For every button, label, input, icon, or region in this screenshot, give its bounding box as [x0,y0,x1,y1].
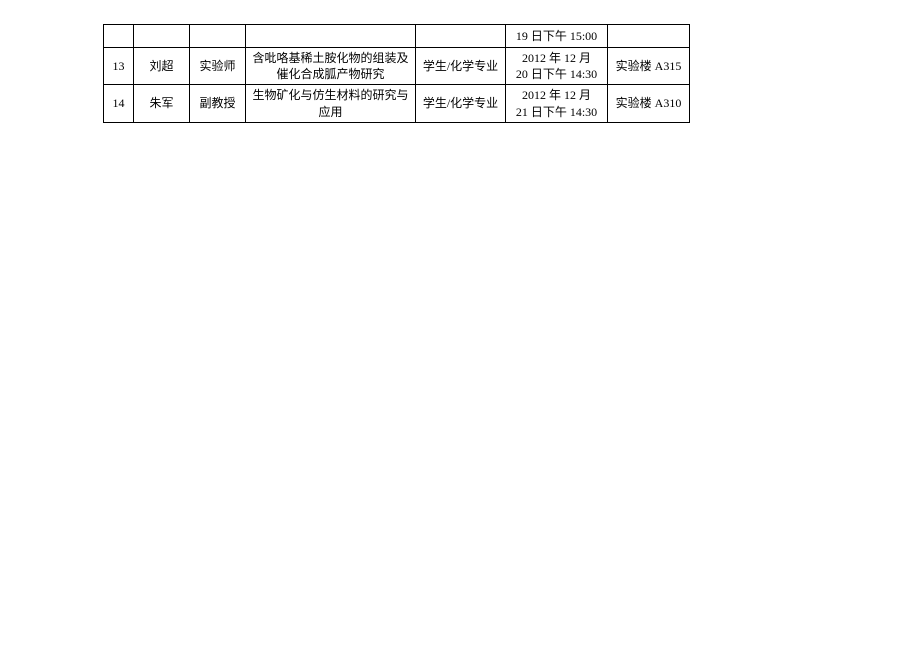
cell-name [134,25,190,48]
cell-time: 2012 年 12 月21 日下午 14:30 [506,85,608,122]
table-row: 19 日下午 15:00 [104,25,690,48]
cell-location: 实验楼 A315 [608,48,690,85]
cell-title: 实验师 [190,48,246,85]
cell-location [608,25,690,48]
cell-title: 副教授 [190,85,246,122]
page: 19 日下午 15:00 13 刘超 实验师 含吡咯基稀土胺化物的组装及催化合成… [0,0,920,651]
table-row: 14 朱军 副教授 生物矿化与仿生材料的研究与应用 学生/化学专业 2012 年… [104,85,690,122]
cell-name: 刘超 [134,48,190,85]
cell-index [104,25,134,48]
cell-topic: 生物矿化与仿生材料的研究与应用 [246,85,416,122]
schedule-table: 19 日下午 15:00 13 刘超 实验师 含吡咯基稀土胺化物的组装及催化合成… [103,24,690,123]
table-row: 13 刘超 实验师 含吡咯基稀土胺化物的组装及催化合成胍产物研究 学生/化学专业… [104,48,690,85]
cell-topic: 含吡咯基稀土胺化物的组装及催化合成胍产物研究 [246,48,416,85]
table-body: 19 日下午 15:00 13 刘超 实验师 含吡咯基稀土胺化物的组装及催化合成… [104,25,690,123]
cell-title [190,25,246,48]
cell-time: 19 日下午 15:00 [506,25,608,48]
cell-index: 14 [104,85,134,122]
cell-name: 朱军 [134,85,190,122]
cell-index: 13 [104,48,134,85]
cell-audience: 学生/化学专业 [416,85,506,122]
cell-audience [416,25,506,48]
cell-audience: 学生/化学专业 [416,48,506,85]
cell-time: 2012 年 12 月20 日下午 14:30 [506,48,608,85]
cell-topic [246,25,416,48]
cell-location: 实验楼 A310 [608,85,690,122]
